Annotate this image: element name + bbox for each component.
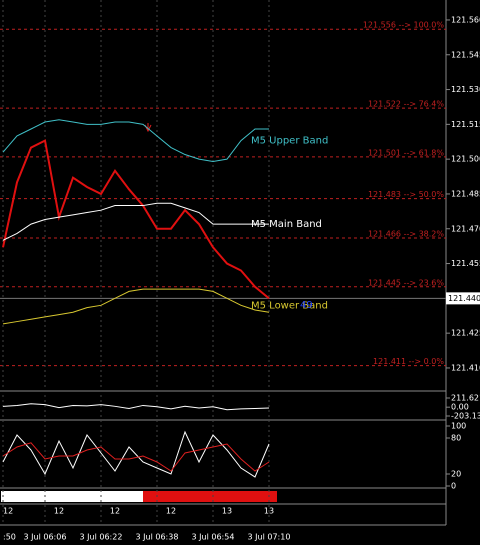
y-tick-label: 121.410	[451, 363, 480, 372]
x-tick-label: 13	[264, 507, 274, 516]
series-line	[2, 442, 270, 472]
x-tick-label: 12	[166, 507, 176, 516]
y-tick-label: 80	[451, 434, 461, 443]
series-line	[2, 119, 269, 162]
y-tick-label: 121.485	[451, 189, 480, 198]
y-tick-label: 0	[451, 482, 456, 491]
series-line	[2, 403, 270, 411]
x-tick-label: 12	[110, 507, 120, 516]
y-tick-label: -203.1374	[451, 412, 480, 421]
y-tick-label: 20	[451, 470, 461, 479]
y-tick-label: 121.545	[451, 50, 480, 59]
fib-label: 121.556 --> 100.0%	[363, 21, 445, 30]
x-tick-label: 3 Jul 07:10	[248, 533, 291, 542]
series-line	[2, 202, 269, 241]
x-tick-label: 12	[54, 507, 64, 516]
y-tick-label: 121.455	[451, 259, 480, 268]
series-label: M5 Main Band	[251, 219, 322, 230]
y-tick-label: 0.00	[451, 403, 469, 412]
price-box	[446, 292, 480, 305]
x-tick-label: 12	[3, 507, 13, 516]
x-tick-label: :50	[3, 533, 16, 542]
panel-borders	[0, 0, 447, 526]
series-line	[2, 139, 270, 300]
annotation: 49	[300, 300, 313, 311]
price-label: 121.440	[448, 294, 480, 303]
y-tick-label: 211.6218	[451, 394, 480, 403]
y-tick-label: 121.425	[451, 329, 480, 338]
y-tick-label: 121.515	[451, 120, 480, 129]
fib-label: 121.501 --> 61.8%	[368, 148, 444, 157]
x-tick-label: 3 Jul 06:54	[192, 533, 235, 542]
y-tick-label: 121.500	[451, 155, 480, 164]
series-line	[2, 430, 270, 478]
x-tick-label: 3 Jul 06:06	[24, 533, 67, 542]
state-bar-white	[1, 491, 143, 502]
fib-label: 121.483 --> 50.0%	[368, 190, 444, 199]
state-bar-red	[143, 491, 277, 502]
fib-label: 121.445 --> 23.6%	[368, 278, 444, 287]
fib-label: 121.411 --> 0.0%	[373, 357, 444, 366]
y-tick-label: 121.530	[451, 85, 480, 94]
x-tick-label: 3 Jul 06:22	[80, 533, 123, 542]
x-tick-label: 13	[222, 507, 232, 516]
series-label: M5 Upper Band	[251, 136, 328, 147]
fib-label: 121.466 --> 38.2%	[368, 230, 444, 239]
series-line	[2, 288, 270, 325]
y-tick-label: 121.560	[451, 15, 480, 24]
y-tick-label: 121.470	[451, 224, 480, 233]
x-tick-label: 3 Jul 06:38	[136, 533, 179, 542]
y-tick-label: 100	[451, 422, 466, 431]
fib-label: 121.522 --> 76.4%	[368, 100, 444, 109]
series-label: M5 Lower Band	[251, 300, 328, 311]
